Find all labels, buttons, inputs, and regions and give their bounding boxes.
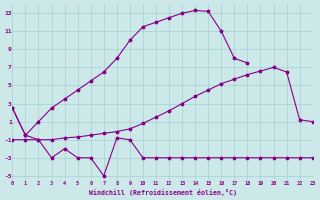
X-axis label: Windchill (Refroidissement éolien,°C): Windchill (Refroidissement éolien,°C) xyxy=(89,189,236,196)
